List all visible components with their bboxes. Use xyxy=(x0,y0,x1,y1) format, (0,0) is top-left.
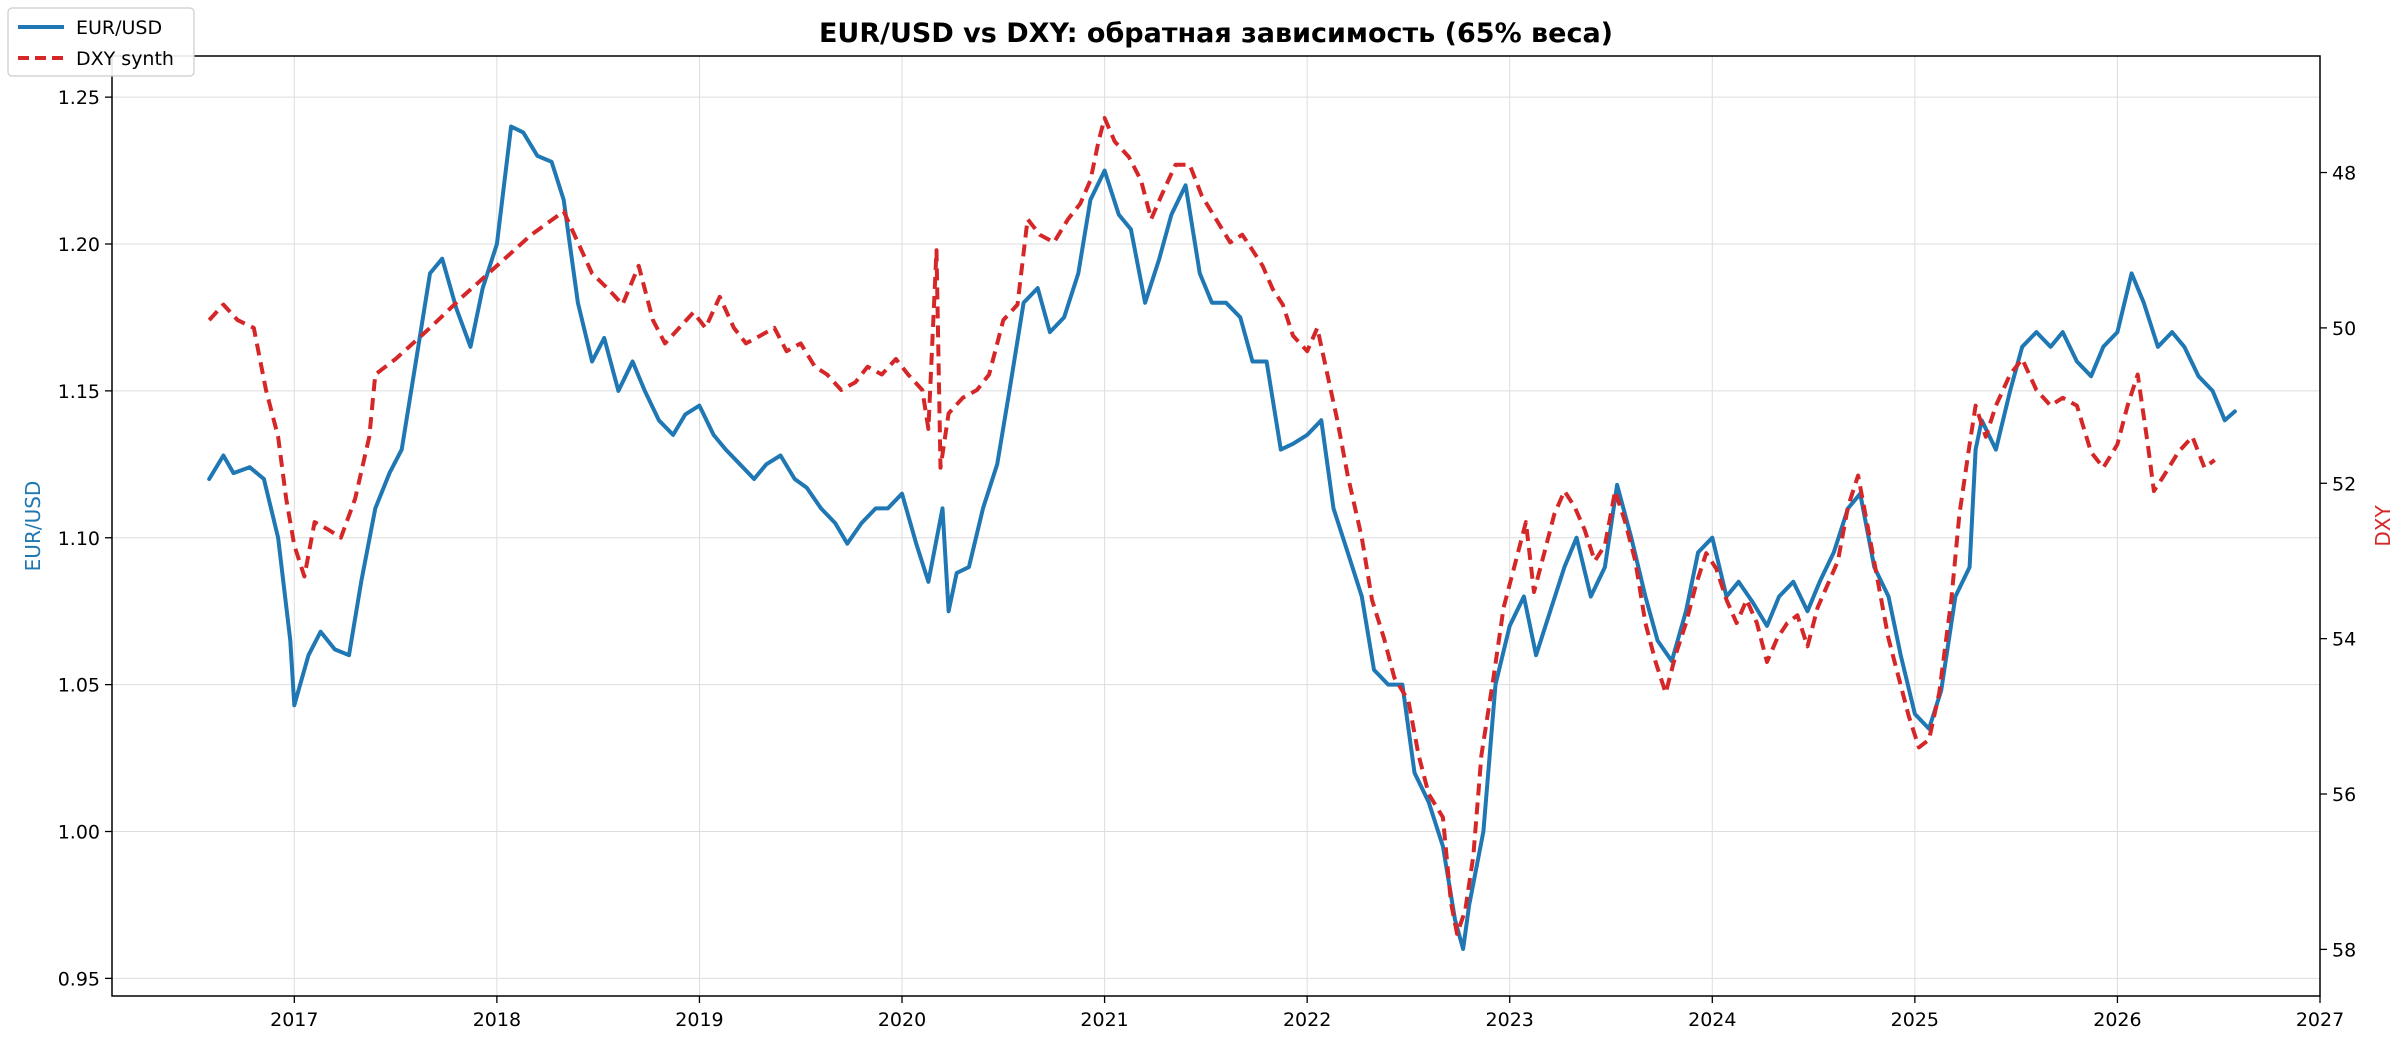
legend-label-dxy: DXY synth xyxy=(76,48,174,70)
plot-area xyxy=(111,55,2321,997)
x-tick-label: 2017 xyxy=(270,1009,318,1031)
y-tick-label: 1.15 xyxy=(58,381,100,403)
y2-tick-label: 54 xyxy=(2332,629,2356,651)
y-tick-label: 1.20 xyxy=(58,234,100,256)
y-axis-label-left: EUR/USD xyxy=(21,481,45,572)
x-tick-label: 2021 xyxy=(1080,1009,1128,1031)
x-tick-label: 2024 xyxy=(1688,1009,1736,1031)
y-tick-label: 0.95 xyxy=(58,968,100,990)
series-line-dxy xyxy=(207,116,2216,936)
legend-label-eurusd: EUR/USD xyxy=(76,17,162,39)
y-tick-label: 1.10 xyxy=(58,528,100,550)
y-tick-label: 1.00 xyxy=(58,822,100,844)
y-tick-label: 1.05 xyxy=(58,675,100,697)
x-tick-label: 2022 xyxy=(1283,1009,1331,1031)
x-tick-label: 2019 xyxy=(675,1009,723,1031)
legend: EUR/USD DXY synth xyxy=(7,7,195,77)
y-tick-label: 1.25 xyxy=(58,87,100,109)
y-axis-label-right: DXY xyxy=(2371,505,2395,547)
y2-tick-label: 58 xyxy=(2332,939,2356,961)
x-tick-label: 2018 xyxy=(473,1009,521,1031)
y2-tick-label: 56 xyxy=(2332,784,2356,806)
y-axis-right: 48 50 52 54 56 58 xyxy=(2320,163,2356,961)
y2-tick-label: 50 xyxy=(2332,318,2356,340)
x-axis: 2017 2018 2019 2020 2021 2022 2023 2024 2025 2026… xyxy=(270,996,2344,1031)
x-tick-label: 2027 xyxy=(2296,1009,2344,1031)
x-tick-label: 2026 xyxy=(2093,1009,2141,1031)
series-line-eurusd xyxy=(207,124,2237,951)
y2-tick-label: 52 xyxy=(2332,473,2356,495)
x-tick-label: 2023 xyxy=(1486,1009,1534,1031)
x-tick-label: 2020 xyxy=(878,1009,926,1031)
series-layer xyxy=(207,116,2237,951)
y2-tick-label: 48 xyxy=(2332,163,2356,185)
grid xyxy=(112,56,2321,996)
x-tick-label: 2025 xyxy=(1891,1009,1939,1031)
y-axis-left: 0.95 1.00 1.05 1.10 1.15 1.20 1.25 xyxy=(58,87,112,990)
chart-title: EUR/USD vs DXY: обратная зависимость (65… xyxy=(819,18,1613,49)
